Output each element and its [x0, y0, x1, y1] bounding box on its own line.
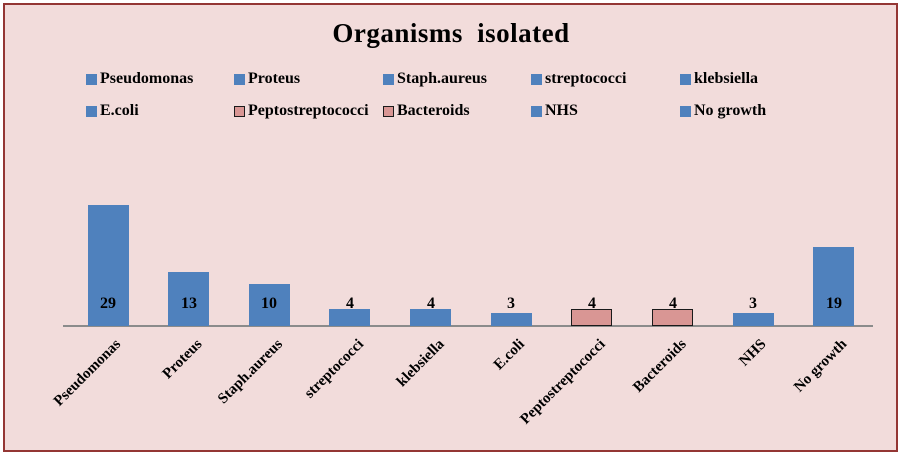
bar-proteus	[168, 272, 209, 326]
data-label-no-growth: 19	[826, 295, 842, 312]
legend-marker-streptococci	[531, 73, 542, 85]
data-label-pseudomonas: 29	[100, 295, 116, 312]
legend-label: NHS	[545, 102, 578, 119]
legend-label: klebsiella	[694, 70, 759, 87]
legend-marker-klebsiella	[680, 73, 691, 85]
data-label-klebsiella: 4	[427, 295, 435, 312]
bar-streptococci	[329, 309, 370, 326]
bar-bacteroids	[652, 309, 693, 326]
legend-marker-nhs	[531, 105, 542, 117]
legend-item-e-coli: E.coli	[86, 102, 139, 120]
legend-item-staph-aureus: Staph.aureus	[383, 70, 487, 88]
legend-label: streptococci	[545, 70, 627, 87]
data-label-nhs: 3	[749, 295, 757, 312]
data-label-staph-aureus: 10	[261, 295, 277, 312]
bar-staph-aureus	[249, 284, 290, 326]
data-label-peptostreptococci: 4	[588, 295, 596, 312]
legend-item-proteus: Proteus	[234, 70, 300, 88]
legend-marker-e-coli	[86, 105, 97, 117]
chart-title: Organisms isolated	[332, 18, 570, 48]
x-axis-line	[63, 325, 873, 327]
legend-label: Peptostreptococci	[248, 102, 369, 119]
legend-marker-proteus	[234, 73, 245, 85]
legend-item-pseudomonas: Pseudomonas	[86, 70, 193, 88]
data-label-e-coli: 3	[507, 295, 515, 312]
data-label-streptococci: 4	[346, 295, 354, 312]
legend-marker-staph-aureus	[383, 73, 394, 85]
legend-label: Pseudomonas	[100, 70, 194, 87]
legend-label: Proteus	[248, 70, 301, 87]
bar-e-coli	[491, 313, 532, 326]
bar-klebsiella	[410, 309, 451, 326]
legend-marker-bacteroids	[383, 105, 394, 117]
data-label-bacteroids: 4	[669, 295, 677, 312]
legend-label: Staph.aureus	[397, 70, 487, 87]
bar-nhs	[733, 313, 774, 326]
chart-panel	[3, 3, 898, 452]
legend-label: No growth	[694, 102, 767, 119]
legend-item-klebsiella: klebsiella	[680, 70, 758, 88]
legend-marker-pseudomonas	[86, 73, 97, 85]
legend-item-no-growth: No growth	[680, 102, 766, 120]
legend-item-bacteroids: Bacteroids	[383, 102, 470, 120]
legend-item-peptostreptococci: Peptostreptococci	[234, 102, 369, 120]
legend-item-nhs: NHS	[531, 102, 578, 120]
legend-marker-peptostreptococci	[234, 105, 245, 117]
legend-marker-no-growth	[680, 105, 691, 117]
legend-label: E.coli	[100, 102, 139, 119]
bar-peptostreptococci	[571, 309, 612, 326]
data-label-proteus: 13	[181, 295, 197, 312]
bar-no-growth	[813, 247, 854, 326]
legend-item-streptococci: streptococci	[531, 70, 626, 88]
legend-label: Bacteroids	[397, 102, 470, 119]
bar-pseudomonas	[88, 205, 129, 326]
